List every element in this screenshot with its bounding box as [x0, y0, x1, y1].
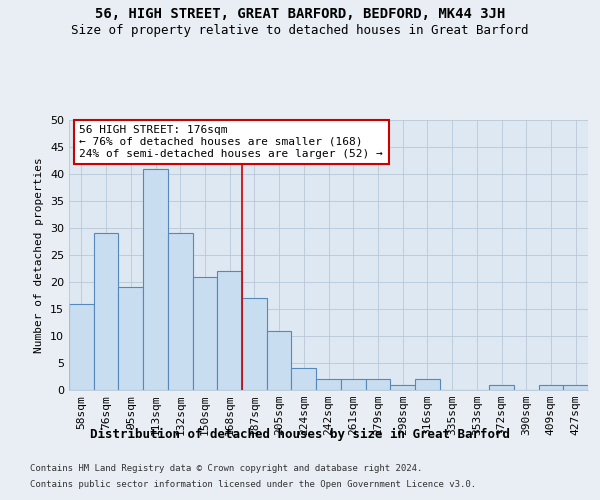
- Text: 56 HIGH STREET: 176sqm
← 76% of detached houses are smaller (168)
24% of semi-de: 56 HIGH STREET: 176sqm ← 76% of detached…: [79, 126, 383, 158]
- Bar: [94, 234, 118, 390]
- Bar: [292, 368, 316, 390]
- Bar: [217, 271, 242, 390]
- Text: Contains public sector information licensed under the Open Government Licence v3: Contains public sector information licen…: [30, 480, 476, 489]
- Bar: [143, 168, 168, 390]
- Text: Distribution of detached houses by size in Great Barford: Distribution of detached houses by size …: [90, 428, 510, 440]
- Text: Contains HM Land Registry data © Crown copyright and database right 2024.: Contains HM Land Registry data © Crown c…: [30, 464, 422, 473]
- Bar: [242, 298, 267, 390]
- Bar: [267, 330, 292, 390]
- Bar: [118, 288, 143, 390]
- Bar: [341, 379, 365, 390]
- Bar: [69, 304, 94, 390]
- Text: Size of property relative to detached houses in Great Barford: Size of property relative to detached ho…: [71, 24, 529, 37]
- Bar: [193, 276, 217, 390]
- Y-axis label: Number of detached properties: Number of detached properties: [34, 157, 44, 353]
- Bar: [489, 384, 514, 390]
- Bar: [168, 234, 193, 390]
- Bar: [316, 379, 341, 390]
- Bar: [539, 384, 563, 390]
- Text: 56, HIGH STREET, GREAT BARFORD, BEDFORD, MK44 3JH: 56, HIGH STREET, GREAT BARFORD, BEDFORD,…: [95, 8, 505, 22]
- Bar: [563, 384, 588, 390]
- Bar: [415, 379, 440, 390]
- Bar: [390, 384, 415, 390]
- Bar: [365, 379, 390, 390]
